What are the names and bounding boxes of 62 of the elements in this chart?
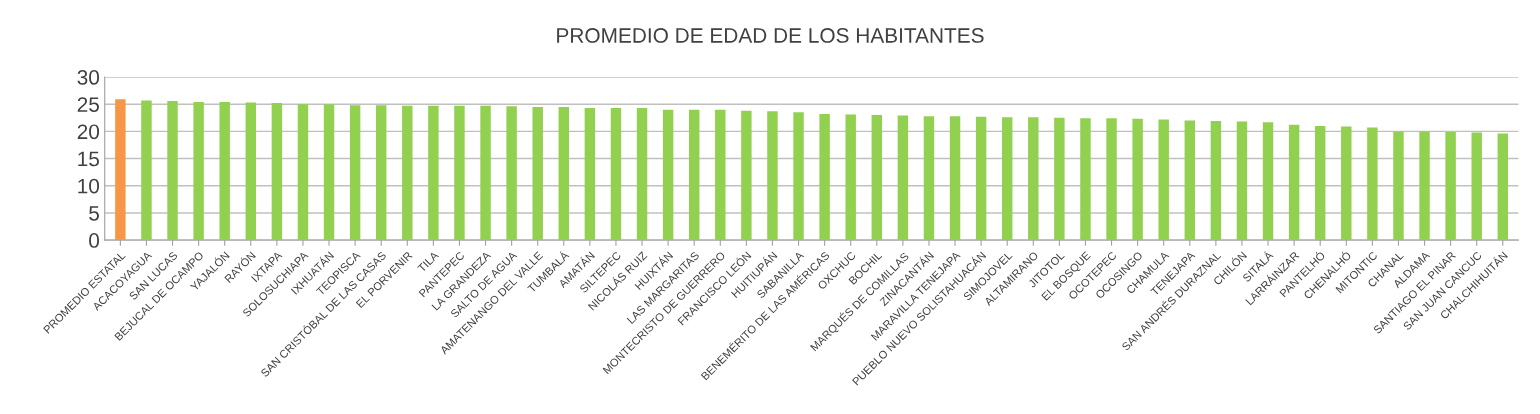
bar: [1341, 126, 1352, 241]
bar: [845, 114, 856, 241]
bar: [1288, 124, 1300, 241]
bar: [1393, 131, 1404, 241]
y-tick-label: 15: [78, 151, 99, 167]
bar: [636, 108, 648, 241]
bar: [871, 115, 883, 241]
bar: [1497, 133, 1509, 241]
bar: [1210, 121, 1222, 241]
y-tick-label: 0: [89, 233, 100, 248]
bar: [323, 104, 335, 241]
y-tick-label: 20: [77, 124, 100, 140]
bar: [1419, 131, 1430, 241]
chart-title: PROMEDIO DE EDAD DE LOS HABITANTES: [557, 28, 984, 43]
bar: [897, 115, 909, 241]
y-tick-label: 30: [77, 70, 100, 85]
bar: [767, 111, 778, 241]
bar: [584, 108, 596, 241]
bar: [349, 105, 361, 241]
bar: [115, 99, 126, 241]
bar: [1314, 125, 1326, 241]
bar: [975, 116, 987, 241]
bar: [219, 102, 230, 241]
bar: [193, 102, 204, 241]
bar: [532, 106, 543, 241]
bar: [428, 105, 439, 241]
bar: [923, 116, 935, 241]
bar: [610, 108, 622, 241]
bar: [480, 105, 491, 241]
bar: [1184, 120, 1196, 241]
bar: [297, 104, 309, 241]
bar: [1262, 122, 1274, 241]
bar: [141, 100, 152, 241]
bar: [1445, 131, 1456, 241]
y-tick-label: 5: [89, 206, 99, 221]
bar: [167, 100, 178, 241]
bar: [741, 110, 752, 241]
bar: [1132, 118, 1143, 241]
bar: [454, 105, 465, 241]
y-tick-label: 25: [77, 97, 99, 112]
bar: [793, 112, 804, 241]
bar: [715, 109, 726, 241]
bar: [271, 103, 283, 241]
bar: [1236, 121, 1248, 241]
bar: [1028, 117, 1039, 241]
bar: [506, 106, 517, 241]
bar: [949, 116, 961, 241]
bar: [1367, 127, 1378, 241]
bar: [245, 102, 256, 241]
bar: [819, 113, 830, 241]
bar: [1158, 119, 1169, 241]
bar: [1001, 117, 1013, 241]
bar: [1054, 117, 1065, 241]
bar: [375, 105, 387, 241]
bar: [1471, 132, 1482, 241]
bar: [402, 105, 413, 241]
bar: [558, 106, 569, 241]
bar: [1080, 118, 1091, 241]
bar: [1106, 118, 1117, 241]
bar: [662, 109, 674, 241]
bar: [688, 109, 700, 241]
y-tick-label: 10: [78, 178, 100, 194]
